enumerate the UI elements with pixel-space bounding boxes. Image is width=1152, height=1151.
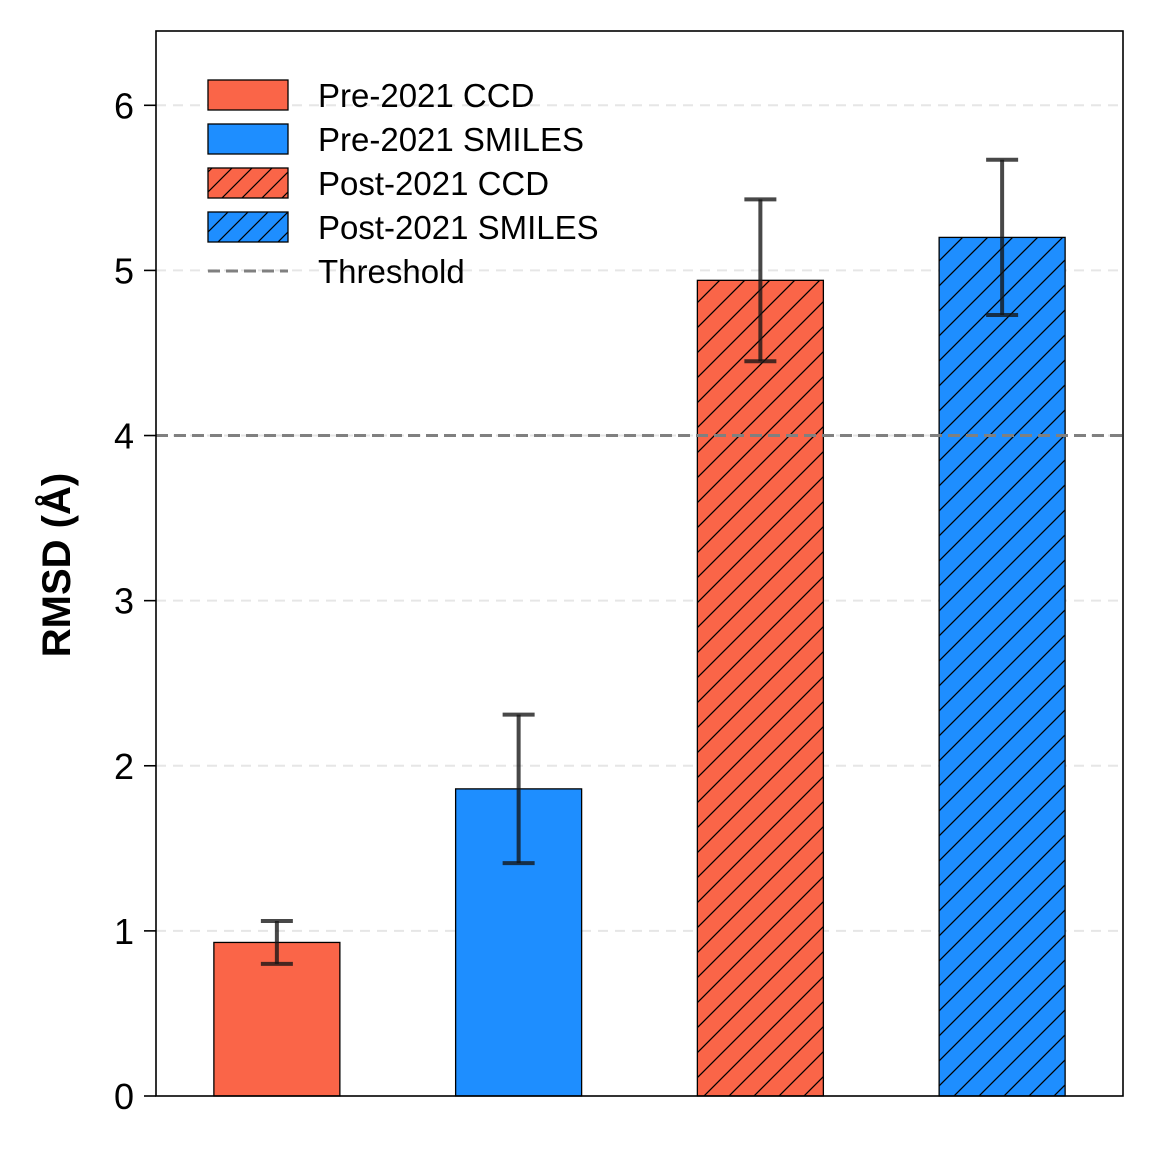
y-tick-label: 5 [114, 250, 134, 291]
legend-label: Threshold [318, 253, 465, 290]
error-bars [260, 157, 1019, 966]
y-axis-title: RMSD (Å) [34, 473, 79, 657]
bars [213, 236, 1066, 1097]
y-tick-label: 2 [114, 746, 134, 787]
legend-label: Post-2021 CCD [318, 165, 549, 202]
legend-swatch-hatch [208, 168, 288, 198]
y-axis: 0 1 2 3 4 5 6 [114, 85, 156, 1117]
legend-swatch-hatch [208, 212, 288, 242]
legend-swatch [207, 79, 289, 111]
legend-label: Pre-2021 CCD [318, 77, 534, 114]
legend-label: Pre-2021 SMILES [318, 121, 584, 158]
y-tick-label: 4 [114, 416, 134, 457]
legend-label: Post-2021 SMILES [318, 209, 599, 246]
y-tick-label: 6 [114, 85, 134, 126]
legend: Pre-2021 CCD Pre-2021 SMILES Post-2021 CCD… [207, 77, 599, 290]
y-tick-label: 0 [114, 1076, 134, 1117]
y-tick-label: 3 [114, 581, 134, 622]
bar-hatch [939, 237, 1066, 1096]
bar-hatch [697, 280, 824, 1097]
y-tick-label: 1 [114, 911, 134, 952]
plot-frame [155, 30, 1124, 1097]
legend-swatch [207, 123, 289, 155]
